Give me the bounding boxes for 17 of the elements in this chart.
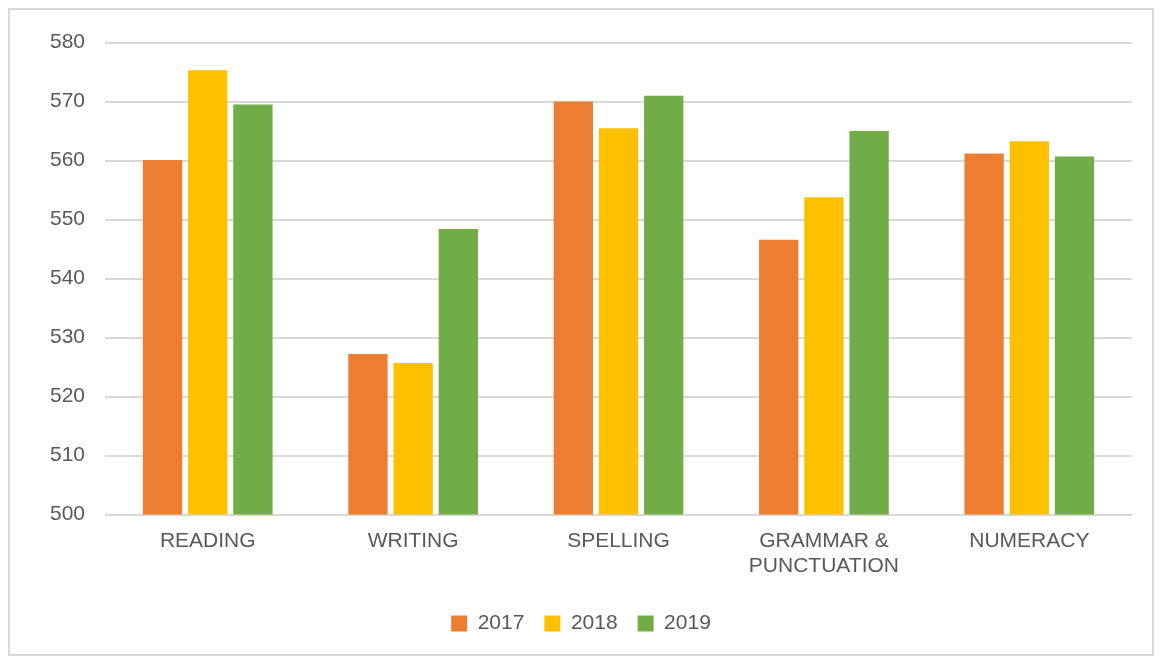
x-tick-label: NUMERACY	[969, 528, 1090, 551]
legend-label: 2019	[664, 610, 711, 634]
y-tick-label: 510	[49, 442, 86, 466]
y-tick-label: 550	[49, 206, 86, 230]
y-tick-label: 540	[49, 265, 86, 289]
x-tick-label: READING	[159, 528, 256, 551]
y-tick-label: 530	[49, 324, 86, 348]
y-tick-label: 570	[49, 88, 86, 112]
y-tick-label: 560	[49, 147, 86, 171]
y-tick-label: 520	[49, 383, 86, 407]
y-tick-label: 580	[49, 29, 86, 53]
legend-label: 2017	[477, 610, 525, 634]
legend-label: 2018	[570, 610, 618, 634]
x-tick-label: GRAMMAR & PUNCTUATION	[748, 528, 899, 577]
x-tick-label: WRITING	[367, 528, 459, 551]
y-tick-label: 500	[49, 501, 86, 525]
x-tick-label: SPELLING	[567, 528, 670, 551]
